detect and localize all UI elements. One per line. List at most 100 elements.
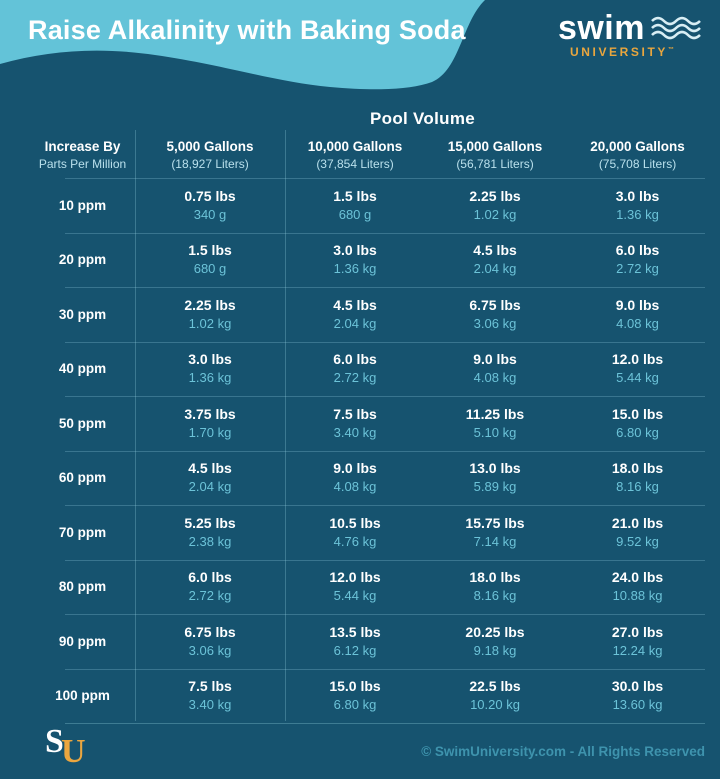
dose-lbs: 4.5 lbs (333, 296, 377, 313)
dose-cell: 7.5 lbs 3.40 kg (285, 405, 425, 442)
dose-cell: 3.75 lbs 1.70 kg (135, 405, 285, 442)
dose-cell: 6.75 lbs 3.06 kg (425, 296, 565, 333)
dose-metric: 7.14 kg (473, 533, 517, 549)
dose-metric: 6.80 kg (616, 424, 659, 440)
table-row: 20 ppm 1.5 lbs 680 g 3.0 lbs 1.36 kg 4.5… (30, 232, 710, 288)
gallons-label: 10,000 Gallons (307, 139, 403, 154)
dose-cell: 2.25 lbs 1.02 kg (135, 296, 285, 333)
dose-metric: 4.76 kg (333, 533, 377, 549)
table-row: 70 ppm 5.25 lbs 2.38 kg 10.5 lbs 4.76 kg… (30, 505, 710, 560)
dose-cell: 15.0 lbs 6.80 kg (565, 405, 710, 442)
dose-metric: 6.80 kg (333, 697, 377, 713)
increase-by-label: Increase By (44, 139, 121, 154)
dose-metric: 10.88 kg (612, 588, 663, 604)
table-row: 60 ppm 4.5 lbs 2.04 kg 9.0 lbs 4.08 kg 1… (30, 450, 710, 506)
dose-lbs: 5.25 lbs (184, 514, 236, 531)
water-waves-icon (651, 16, 701, 40)
dose-lbs: 4.5 lbs (473, 242, 517, 259)
swim-wordmark: swim (557, 9, 645, 47)
dose-cell: 18.0 lbs 8.16 kg (425, 568, 565, 605)
dose-metric: 2.72 kg (616, 261, 659, 277)
dose-lbs: 24.0 lbs (611, 569, 664, 586)
dose-lbs: 3.0 lbs (615, 187, 660, 204)
dose-metric: 3.40 kg (188, 697, 232, 713)
dose-cell: 2.25 lbs 1.02 kg (425, 187, 565, 224)
dose-lbs: 15.0 lbs (611, 405, 664, 422)
dose-lbs: 10.5 lbs (329, 514, 381, 531)
dose-metric: 1.36 kg (188, 370, 232, 386)
dose-lbs: 9.0 lbs (333, 460, 377, 477)
ppm-cell: 60 ppm (58, 470, 107, 486)
trademark-symbol: ™ (668, 47, 674, 53)
dose-metric: 2.04 kg (473, 261, 517, 277)
dose-metric: 2.38 kg (188, 533, 232, 549)
dose-metric: 680 g (193, 261, 227, 277)
dose-cell: 4.5 lbs 2.04 kg (425, 241, 565, 278)
dose-lbs: 22.5 lbs (469, 678, 521, 695)
pool-volume-header: Pool Volume (370, 109, 475, 128)
dose-cell: 20.25 lbs 9.18 kg (425, 623, 565, 660)
table-body: 10 ppm 0.75 lbs 340 g 1.5 lbs 680 g 2.25… (0, 178, 720, 723)
dose-lbs: 12.0 lbs (329, 569, 381, 586)
dose-metric: 4.08 kg (473, 370, 517, 386)
dose-cell: 9.0 lbs 4.08 kg (425, 350, 565, 387)
dose-cell: 30.0 lbs 13.60 kg (565, 677, 710, 714)
dose-cell: 1.5 lbs 680 g (285, 187, 425, 224)
dose-metric: 8.16 kg (616, 479, 659, 495)
su-logo-s: S (45, 723, 64, 760)
dose-lbs: 3.0 lbs (333, 242, 377, 259)
dose-cell: 6.0 lbs 2.72 kg (285, 350, 425, 387)
dose-metric: 12.24 kg (612, 642, 663, 658)
ppm-cell: 40 ppm (58, 361, 107, 377)
dose-cell: 6.75 lbs 3.06 kg (135, 623, 285, 660)
table-row: 90 ppm 6.75 lbs 3.06 kg 13.5 lbs 6.12 kg… (30, 614, 710, 669)
university-text: UNIVERSITY (569, 45, 668, 59)
ppm-cell: 80 ppm (58, 579, 107, 595)
wave-shape (0, 0, 720, 100)
dose-cell: 9.0 lbs 4.08 kg (285, 459, 425, 496)
dose-lbs: 15.0 lbs (329, 678, 381, 695)
dose-cell: 7.5 lbs 3.40 kg (135, 677, 285, 714)
dose-lbs: 11.25 lbs (465, 405, 525, 422)
dose-metric: 3.06 kg (473, 315, 517, 331)
dose-lbs: 6.0 lbs (615, 242, 660, 259)
parts-per-million-label: Parts Per Million (38, 157, 127, 171)
dose-lbs: 6.0 lbs (188, 569, 232, 586)
dose-lbs: 0.75 lbs (184, 187, 236, 204)
gallons-label: 5,000 Gallons (166, 139, 254, 154)
dose-metric: 5.44 kg (333, 588, 377, 604)
dose-cell: 12.0 lbs 5.44 kg (565, 350, 710, 387)
header-banner: Raise Alkalinity with Baking Soda swim U… (0, 0, 720, 100)
copyright-text: © SwimUniversity.com - All Rights Reserv… (421, 743, 705, 759)
ppm-cell: 100 ppm (55, 688, 110, 704)
table-row: 40 ppm 3.0 lbs 1.36 kg 6.0 lbs 2.72 kg 9… (30, 341, 710, 397)
ppm-cell: 90 ppm (58, 633, 107, 649)
dose-lbs: 4.5 lbs (188, 460, 232, 477)
liters-label: (37,854 Liters) (316, 157, 394, 171)
dose-lbs: 6.75 lbs (184, 623, 236, 640)
dose-cell: 18.0 lbs 8.16 kg (565, 459, 710, 496)
gallons-column-header: 10,000 Gallons (37,854 Liters) (285, 138, 425, 172)
gallons-column-header: 15,000 Gallons (56,781 Liters) (425, 138, 565, 172)
dose-metric: 5.44 kg (616, 370, 659, 386)
brand-logo: swim UNIVERSITY™ (542, 9, 702, 59)
dose-metric: 2.04 kg (188, 479, 232, 495)
column-divider (135, 130, 136, 721)
dose-metric: 9.52 kg (616, 533, 659, 549)
dose-cell: 10.5 lbs 4.76 kg (285, 514, 425, 551)
dose-lbs: 13.5 lbs (329, 623, 381, 640)
table-row: 50 ppm 3.75 lbs 1.70 kg 7.5 lbs 3.40 kg … (30, 396, 710, 451)
gallons-label: 20,000 Gallons (590, 139, 685, 154)
dose-cell: 6.0 lbs 2.72 kg (565, 241, 710, 278)
gallons-label: 15,000 Gallons (447, 139, 543, 154)
dose-metric: 6.12 kg (333, 642, 377, 658)
ppm-cell: 20 ppm (58, 252, 107, 268)
dose-cell: 5.25 lbs 2.38 kg (135, 514, 285, 551)
dose-cell: 27.0 lbs 12.24 kg (565, 623, 710, 660)
dose-lbs: 13.0 lbs (469, 460, 521, 477)
dose-cell: 24.0 lbs 10.88 kg (565, 568, 710, 605)
liters-label: (56,781 Liters) (456, 157, 534, 171)
dose-lbs: 1.5 lbs (333, 187, 377, 204)
dose-metric: 340 g (193, 206, 227, 222)
ppm-cell: 10 ppm (58, 197, 107, 213)
